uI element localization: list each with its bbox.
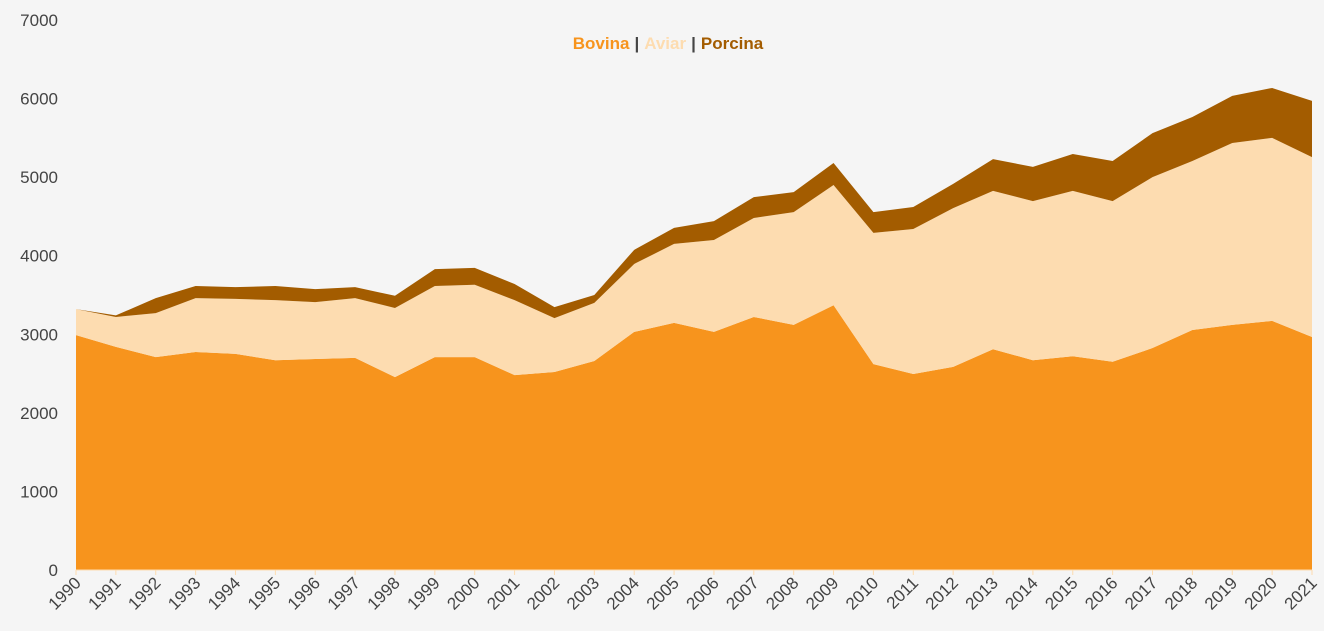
x-tick-label: 2020 — [1241, 573, 1281, 613]
x-tick-label: 1998 — [364, 573, 404, 613]
x-tick-label: 2017 — [1121, 573, 1161, 613]
y-tick-label: 7000 — [20, 11, 58, 30]
x-tick-label: 1991 — [85, 573, 125, 613]
x-tick-label: 1992 — [124, 573, 164, 613]
area — [76, 87, 1312, 319]
x-tick-label: 1996 — [284, 573, 324, 613]
x-tick-label: 2016 — [1081, 573, 1121, 613]
legend-item: Bovina — [573, 34, 630, 53]
x-tick-label: 2015 — [1041, 573, 1081, 613]
x-tick-label: 2006 — [683, 573, 723, 613]
y-tick-label: 6000 — [20, 90, 58, 109]
x-tick-label: 1997 — [324, 573, 364, 613]
x-tick-label: 2005 — [643, 573, 683, 613]
legend-separator: | — [691, 34, 696, 53]
y-tick-label: 1000 — [20, 482, 58, 501]
x-tick-label: 2013 — [962, 573, 1002, 613]
legend: Bovina | Aviar | Porcina — [573, 34, 764, 53]
x-tick-label: 2003 — [563, 573, 603, 613]
legend-item: Porcina — [701, 34, 764, 53]
y-tick-label: 4000 — [20, 247, 58, 266]
x-tick-label: 2009 — [802, 573, 842, 613]
x-tick-label: 1993 — [164, 573, 204, 613]
x-tick-label: 2002 — [523, 573, 563, 613]
y-tick-label: 2000 — [20, 404, 58, 423]
x-tick-label: 2019 — [1201, 573, 1241, 613]
x-tick-label: 1994 — [204, 573, 244, 613]
x-tick-label: 2008 — [762, 573, 802, 613]
x-tick-label: 2014 — [1002, 573, 1042, 613]
x-tick-label: 1999 — [403, 573, 443, 613]
x-tick-label: 2001 — [483, 573, 523, 613]
x-tick-label: 2007 — [722, 573, 762, 613]
x-tick-label: 1995 — [244, 573, 284, 613]
x-tick-label: 2018 — [1161, 573, 1201, 613]
x-tick-label: 2011 — [883, 573, 922, 612]
area — [76, 305, 1312, 570]
x-tick-label: 2004 — [603, 573, 643, 613]
legend-separator: | — [634, 34, 639, 53]
y-tick-label: 0 — [49, 561, 58, 580]
area — [76, 137, 1312, 378]
x-tick-label: 2021 — [1281, 573, 1321, 613]
legend-item: Aviar — [644, 34, 686, 53]
x-tick-label: 2010 — [842, 573, 882, 613]
y-tick-label: 5000 — [20, 168, 58, 187]
y-tick-label: 3000 — [20, 325, 58, 344]
x-tick-label: 2012 — [922, 573, 962, 613]
x-tick-label: 2000 — [443, 573, 483, 613]
